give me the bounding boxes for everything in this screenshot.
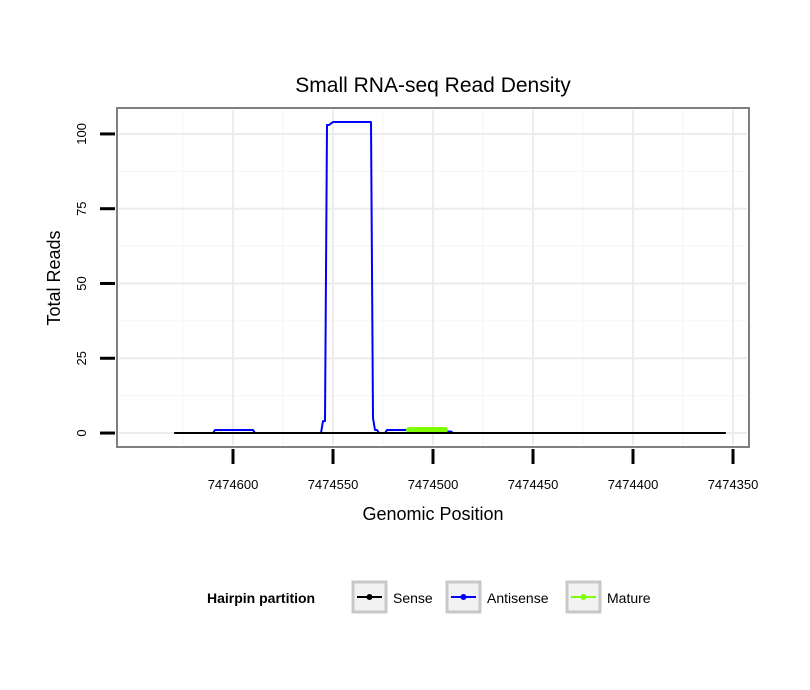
x-tick-label: 7474550 [308,477,359,492]
x-tick-label: 7474600 [208,477,259,492]
legend-keys: Sense Antisense Mature [351,580,651,614]
y-axis: 0 25 50 75 100 [74,123,115,437]
x-axis-title: Genomic Position [362,504,503,524]
y-tick-label: 75 [74,201,89,215]
x-tick-label: 7474450 [508,477,559,492]
series-layer [174,121,726,434]
legend-label: Mature [607,590,651,606]
y-tick-label: 50 [74,276,89,290]
y-tick-label: 100 [74,123,89,145]
x-axis: 7474600 7474550 7474500 7474450 7474400 74743… [208,449,759,492]
grid [119,110,747,445]
chart-title: Small RNA-seq Read Density [295,74,571,97]
legend: Hairpin partition Sense Antisense Mature [207,580,651,614]
plot-panel-border [116,107,750,448]
legend-item-antisense: Antisense [445,580,549,614]
legend-item-sense: Sense [351,580,433,614]
legend-title: Hairpin partition [207,590,315,606]
legend-item-mature: Mature [565,580,651,614]
y-tick-label: 25 [74,351,89,365]
x-tick-label: 7474400 [608,477,659,492]
series-line-antisense [174,121,726,434]
x-tick-label: 7474500 [408,477,459,492]
y-tick-label: 0 [74,429,89,436]
legend-key-point [460,594,467,600]
y-axis-title: Total Reads [44,230,64,325]
legend-label: Antisense [487,590,549,606]
legend-key-point [366,594,373,600]
x-tick-label: 7474350 [708,477,759,492]
legend-label: Sense [393,590,433,606]
legend-key-point [580,594,587,600]
